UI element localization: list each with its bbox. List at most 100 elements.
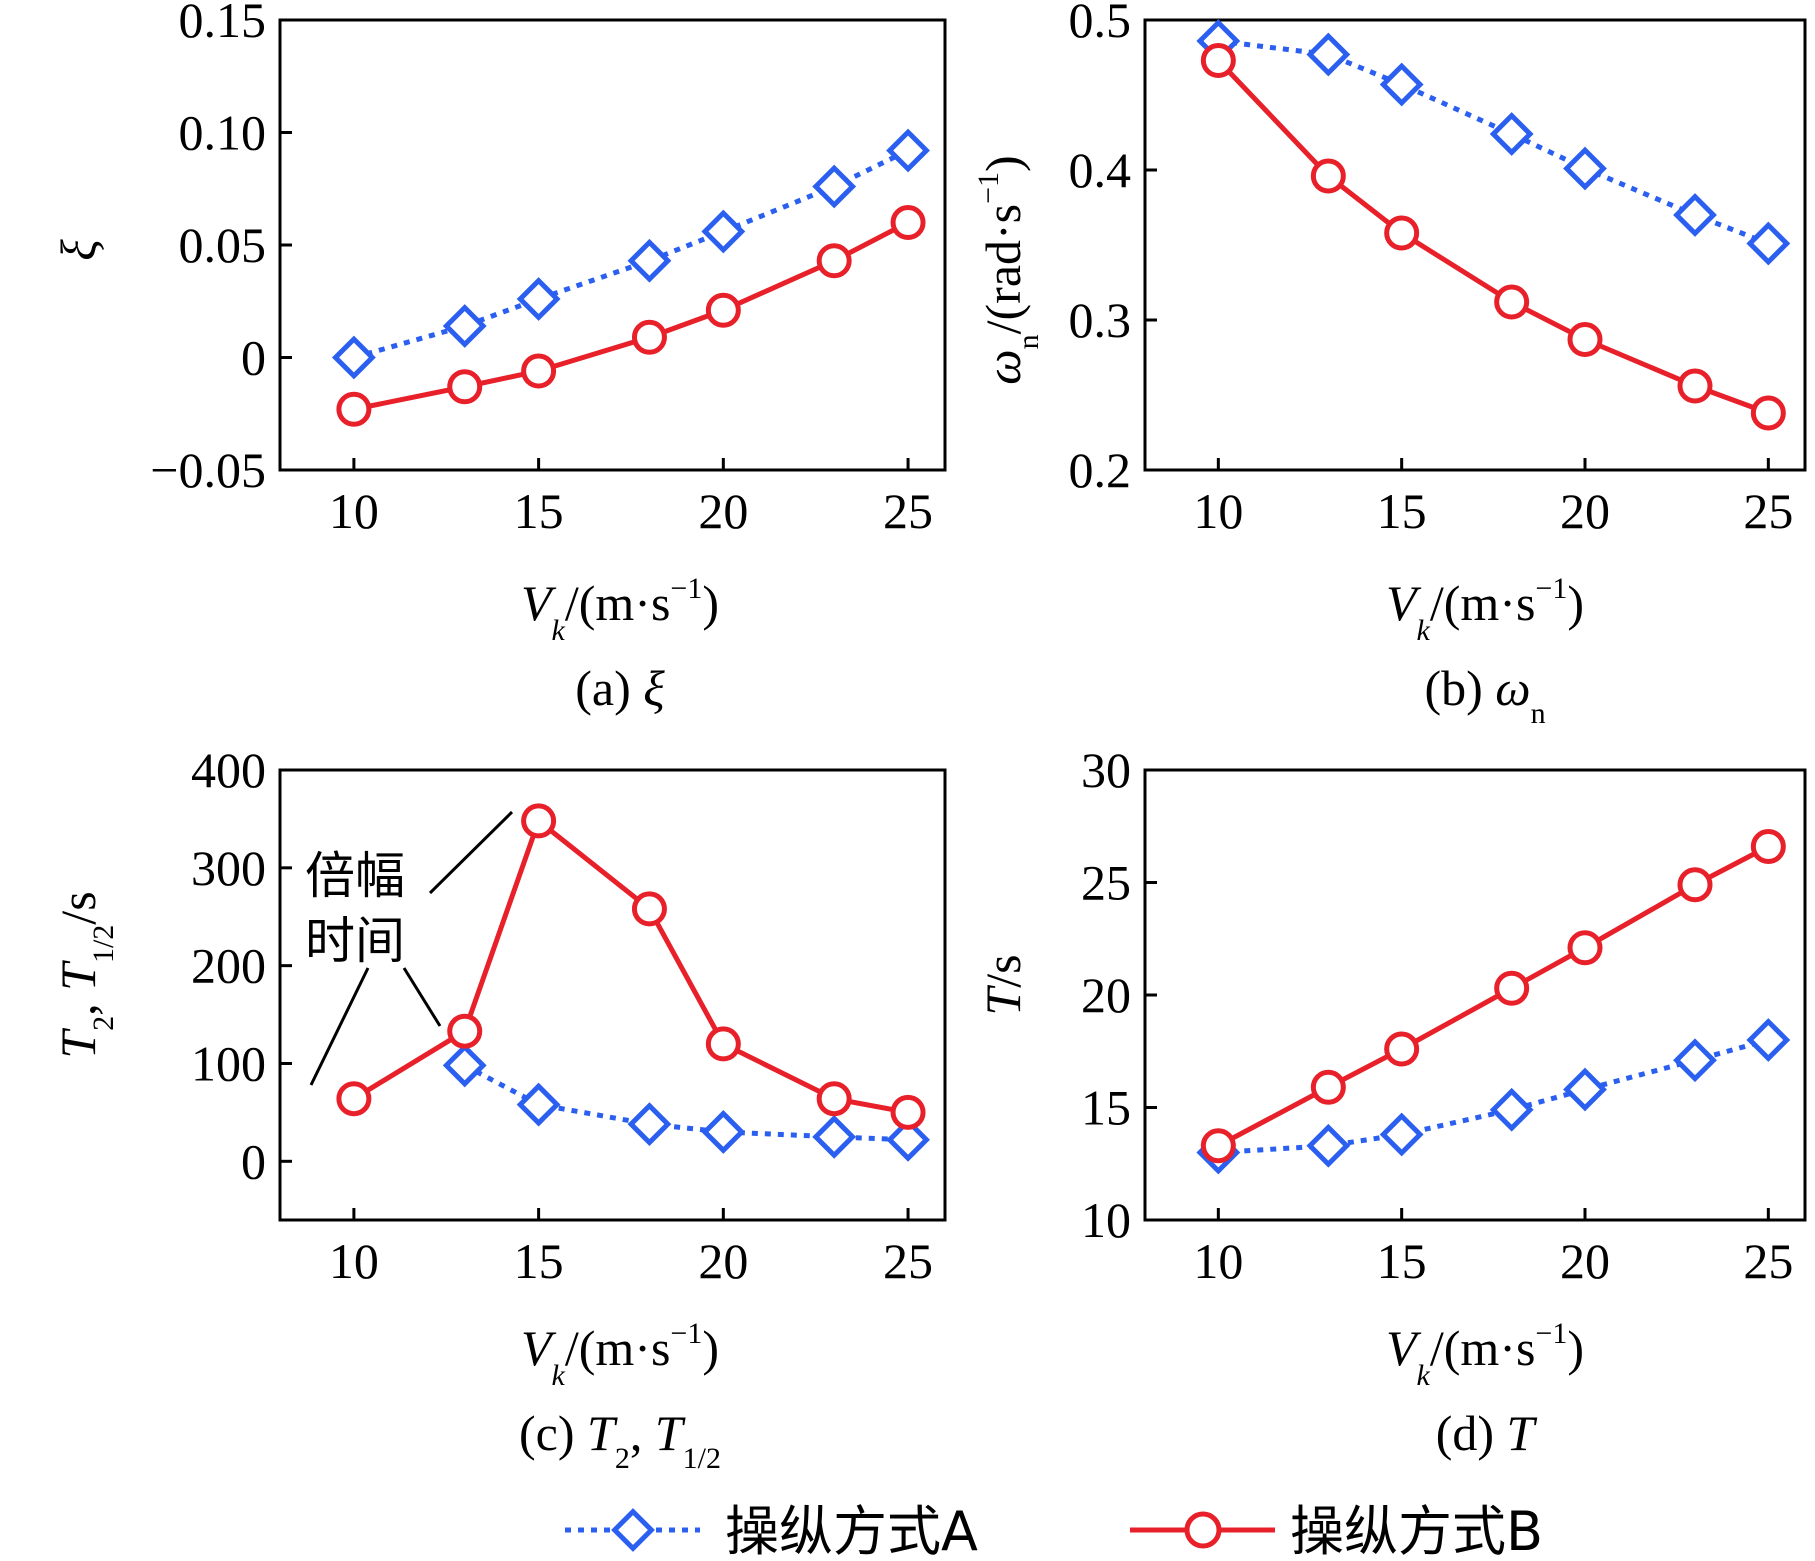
data-point-a	[1563, 146, 1607, 191]
data-point-b	[1200, 1128, 1236, 1164]
data-point-b	[1750, 395, 1786, 431]
data-point-b	[447, 369, 483, 405]
x-tick-label: 20	[698, 483, 748, 539]
series-line-b	[352, 816, 909, 1115]
y-tick-label: 15	[1081, 1080, 1131, 1136]
data-point-a	[1379, 1112, 1424, 1157]
legend-marker-a	[611, 1508, 655, 1552]
panel-d-plot: 10 15 20 25 10 15 20 25 30	[1081, 742, 1807, 1289]
x-tick-label: 20	[1560, 1233, 1610, 1289]
panel-b-xlabel: Vk/(m·s−1)	[1386, 572, 1584, 647]
data-point-a	[886, 128, 930, 173]
x-tick-label: 15	[1377, 1233, 1427, 1289]
panel-c-caption: (c) T2, T1/2	[519, 1405, 721, 1475]
data-point-b	[890, 205, 926, 240]
panel-d-ylabel: T/s	[975, 954, 1031, 1015]
data-point-a	[701, 209, 746, 254]
data-point-b	[447, 1013, 483, 1049]
data-point-b	[336, 1081, 372, 1117]
data-point-b	[705, 292, 741, 328]
y-tick-label: 20	[1081, 967, 1131, 1023]
panel-a-plot: 10 15 20 25 −0.05 0 0.05 0.10 0.15	[150, 0, 947, 539]
panel-c-annotation-leader	[428, 810, 514, 895]
y-tick-label: 0.5	[1069, 0, 1132, 48]
y-tick-label: 0.3	[1069, 292, 1132, 348]
data-point-a	[1673, 193, 1717, 237]
data-point-a	[442, 1043, 487, 1088]
data-point-b	[1677, 867, 1713, 903]
panel-a-xlabel: Vk/(m·s−1)	[521, 572, 719, 647]
data-point-b	[336, 391, 372, 427]
panel-d: 10 15 20 25 10 15 20 25 30 T/s Vk/(m·s−1) (d) T	[975, 742, 1807, 1461]
y-tick-label: 0.2	[1069, 442, 1132, 498]
data-point-a	[1746, 221, 1791, 266]
data-point-b	[1567, 322, 1603, 357]
data-point-a	[1306, 1123, 1351, 1168]
panel-c-annotation-leader	[402, 967, 442, 1027]
panel-a-caption: (a) ξ	[575, 660, 665, 716]
panel-c-annotation-2: 时间	[305, 912, 405, 970]
series-line-b	[1216, 58, 1770, 416]
data-point-b	[1750, 829, 1786, 864]
panel-b-caption: (b) ωn	[1424, 660, 1545, 730]
data-point-a	[1673, 1038, 1717, 1083]
y-tick-label: 400	[191, 742, 266, 798]
panel-a-ylabel: ξ	[50, 239, 106, 261]
panel-b-ylabel: ωn/(rad·s−1)	[972, 155, 1045, 384]
panel-c: 10 15 20 25 0 100 200 300 400 T2, T1/2/s Vk/(m·s…	[50, 742, 947, 1475]
x-tick-label: 25	[883, 1233, 933, 1289]
data-point-a	[627, 1102, 672, 1147]
panel-b-frame	[1143, 18, 1807, 472]
x-tick-label: 25	[1743, 483, 1793, 539]
y-tick-label: 0	[241, 330, 266, 386]
data-point-b	[1310, 1069, 1346, 1105]
y-tick-label: 25	[1081, 855, 1131, 911]
data-point-a	[1563, 1067, 1607, 1112]
data-point-b	[1384, 215, 1420, 251]
panel-c-plot: 10 15 20 25 0 100 200 300 400	[191, 742, 947, 1289]
data-point-a	[331, 335, 376, 380]
data-point-a	[627, 238, 672, 283]
x-tick-label: 20	[698, 1233, 748, 1289]
data-point-b	[631, 319, 667, 355]
data-point-b	[1200, 43, 1236, 78]
data-point-b	[1310, 158, 1346, 194]
data-point-b	[1567, 930, 1603, 966]
data-point-b	[521, 353, 557, 389]
data-point-b	[816, 1081, 852, 1117]
legend-marker-b	[1184, 1511, 1222, 1549]
y-tick-label: 10	[1081, 1192, 1131, 1248]
data-point-b	[521, 803, 557, 839]
data-point-b	[1384, 1031, 1420, 1067]
data-point-a	[1489, 112, 1534, 156]
data-point-a	[812, 164, 857, 209]
x-tick-label: 10	[329, 483, 379, 539]
y-tick-label: 0.4	[1069, 142, 1132, 198]
y-tick-label: −0.05	[150, 442, 266, 498]
y-tick-label: 300	[191, 840, 266, 896]
x-tick-label: 15	[1377, 483, 1427, 539]
panel-d-frame	[1143, 768, 1807, 1222]
y-tick-label: 0.05	[179, 217, 267, 273]
data-point-a	[886, 1117, 930, 1162]
x-tick-label: 10	[1193, 1233, 1243, 1289]
x-tick-label: 15	[514, 1233, 564, 1289]
data-point-a	[812, 1114, 857, 1159]
panel-c-annotation-leader	[309, 967, 370, 1086]
data-point-b	[631, 891, 667, 927]
y-tick-label: 0.15	[179, 0, 267, 48]
x-tick-label: 25	[883, 483, 933, 539]
y-tick-label: 100	[191, 1035, 266, 1091]
legend-label-a: 操纵方式A	[725, 1500, 978, 1561]
data-point-b	[1677, 368, 1713, 404]
data-point-a	[1746, 1018, 1791, 1062]
x-tick-label: 15	[514, 483, 564, 539]
panel-c-frame	[278, 768, 947, 1222]
legend: 操纵方式A 操纵方式B	[565, 1500, 1543, 1561]
panel-c-ylabel: T2, T1/2/s	[50, 891, 120, 1058]
data-point-a	[1306, 32, 1351, 77]
x-tick-label: 10	[329, 1233, 379, 1289]
panel-d-caption: (d) T	[1436, 1405, 1538, 1461]
panel-c-annotation-1: 倍幅	[305, 847, 405, 905]
